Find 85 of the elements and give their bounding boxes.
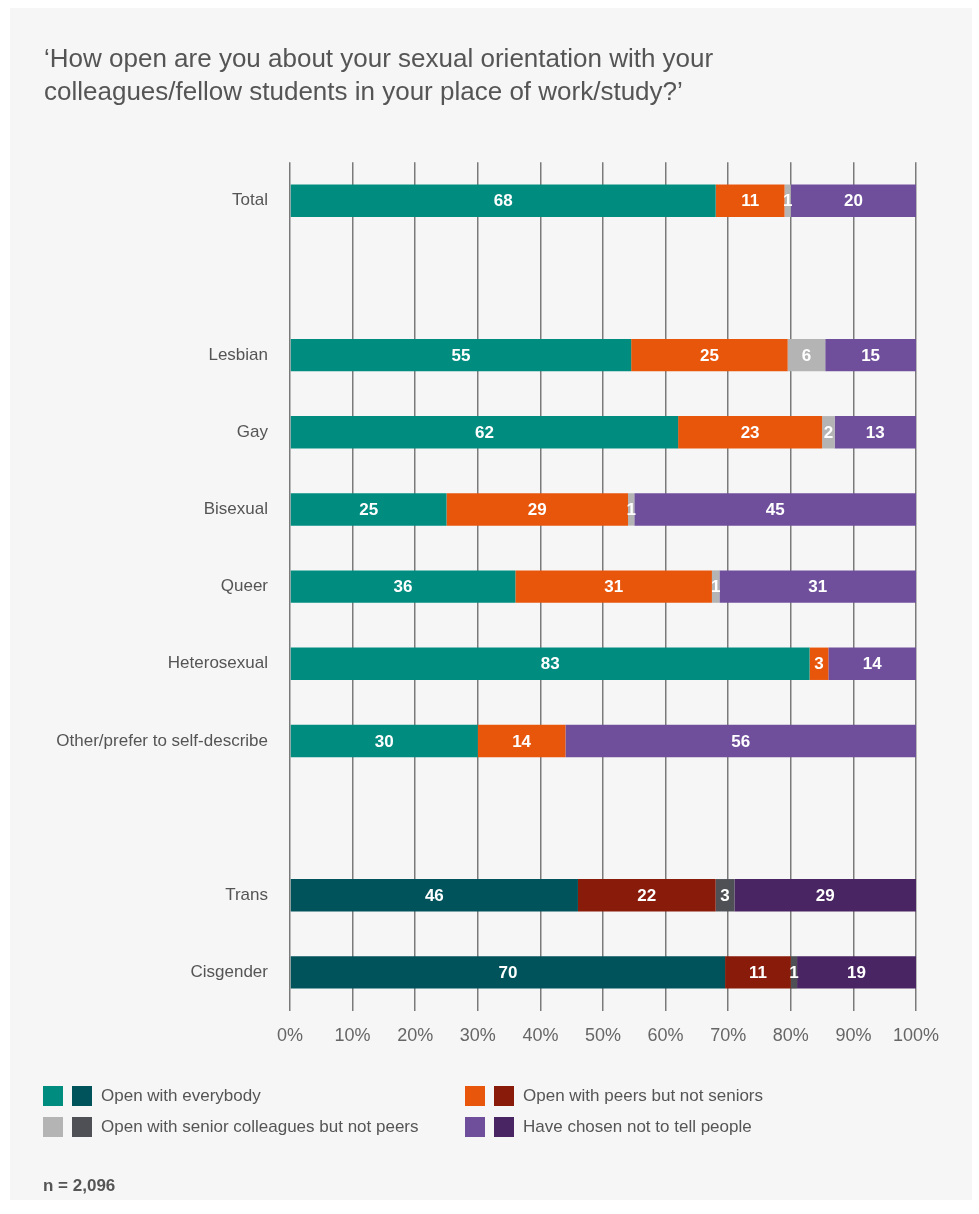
data-label: 2	[823, 422, 834, 442]
data-label: 83	[540, 654, 560, 674]
x-tick-label: 70%	[710, 1024, 747, 1045]
data-label: 29	[815, 885, 835, 905]
bar	[290, 647, 810, 680]
y-tick-label: Cisgender	[190, 962, 269, 982]
data-label: 1	[710, 577, 721, 597]
data-label: 29	[527, 500, 547, 520]
data-label: 19	[847, 963, 866, 983]
data-label: 11	[748, 963, 767, 983]
bar	[477, 724, 566, 758]
bar	[565, 724, 916, 758]
chart-title: ‘How open are you about your sexual orientation with your colleagues/fellow students in your place of work/study?’	[44, 42, 715, 108]
data-label: 55	[451, 345, 471, 365]
bar	[290, 570, 516, 603]
bar	[725, 956, 791, 989]
y-tick-label: Bisexual	[203, 499, 268, 519]
data-label: 14	[862, 654, 883, 674]
bar	[634, 493, 916, 526]
data-label: 56	[731, 731, 751, 751]
data-label: 23	[740, 422, 760, 442]
y-tick-label: Queer	[220, 576, 269, 596]
y-tick-label: Heterosexual	[167, 653, 268, 673]
data-label: 20	[843, 191, 863, 211]
x-tick-label: 30%	[459, 1024, 496, 1045]
x-tick-label: 20%	[397, 1024, 434, 1045]
data-label: 30	[374, 731, 394, 751]
data-label: 13	[865, 422, 885, 442]
x-tick-label: 10%	[334, 1024, 371, 1045]
bar	[290, 416, 679, 449]
bar	[290, 724, 478, 758]
x-tick-label: 90%	[835, 1024, 872, 1045]
y-tick-label: Lesbian	[208, 344, 268, 364]
data-label: 25	[359, 500, 379, 520]
bar	[290, 493, 447, 526]
x-tick-label: 60%	[647, 1024, 684, 1045]
x-tick-label: 0%	[276, 1024, 304, 1045]
bar	[290, 879, 578, 912]
bar	[715, 184, 785, 217]
legend-label: Open with senior colleagues but not peers	[101, 1117, 419, 1137]
x-tick-label: 80%	[772, 1024, 809, 1045]
bar	[446, 493, 629, 526]
data-label: 36	[393, 577, 413, 597]
bar	[734, 879, 916, 912]
bar	[678, 416, 823, 449]
data-label: 6	[801, 345, 812, 365]
data-label: 3	[720, 885, 730, 905]
bar	[290, 956, 726, 989]
data-label: 68	[493, 191, 513, 211]
bar	[790, 184, 916, 217]
legend-label: Have chosen not to tell people	[523, 1117, 752, 1137]
data-label: 45	[765, 500, 785, 520]
y-tick-label: Trans	[225, 884, 268, 904]
bar	[290, 184, 716, 217]
data-label: 31	[604, 577, 624, 597]
data-label: 22	[637, 885, 657, 905]
bar	[631, 338, 788, 372]
data-label: 1	[789, 963, 799, 983]
bar	[828, 647, 916, 680]
x-tick-label: 50%	[584, 1024, 622, 1045]
bar	[834, 416, 916, 449]
data-label: 70	[498, 963, 518, 983]
data-label: 11	[741, 191, 760, 211]
data-label: 3	[814, 654, 824, 674]
legend-label: Open with peers but not seniors	[523, 1086, 764, 1106]
data-label: 14	[512, 731, 532, 751]
y-tick-label: Total	[232, 190, 268, 210]
bar	[787, 338, 826, 372]
bar	[825, 338, 916, 372]
y-tick-label: Other/prefer to self-describe	[56, 730, 268, 750]
text: n = 2,096	[43, 1176, 116, 1196]
data-label: 25	[699, 345, 719, 365]
data-label: 62	[474, 422, 494, 442]
bar	[577, 879, 716, 912]
bar	[797, 956, 916, 989]
x-tick-label: 40%	[522, 1024, 559, 1045]
bar	[290, 338, 632, 372]
y-tick-label: Gay	[236, 421, 269, 441]
data-label: 46	[424, 885, 444, 905]
bar	[515, 570, 712, 603]
bar	[719, 570, 916, 603]
x-tick-label: 100%	[892, 1024, 940, 1045]
data-label: 15	[861, 345, 881, 365]
data-label: 31	[808, 577, 828, 597]
legend-label: Open with everybody	[101, 1086, 261, 1106]
